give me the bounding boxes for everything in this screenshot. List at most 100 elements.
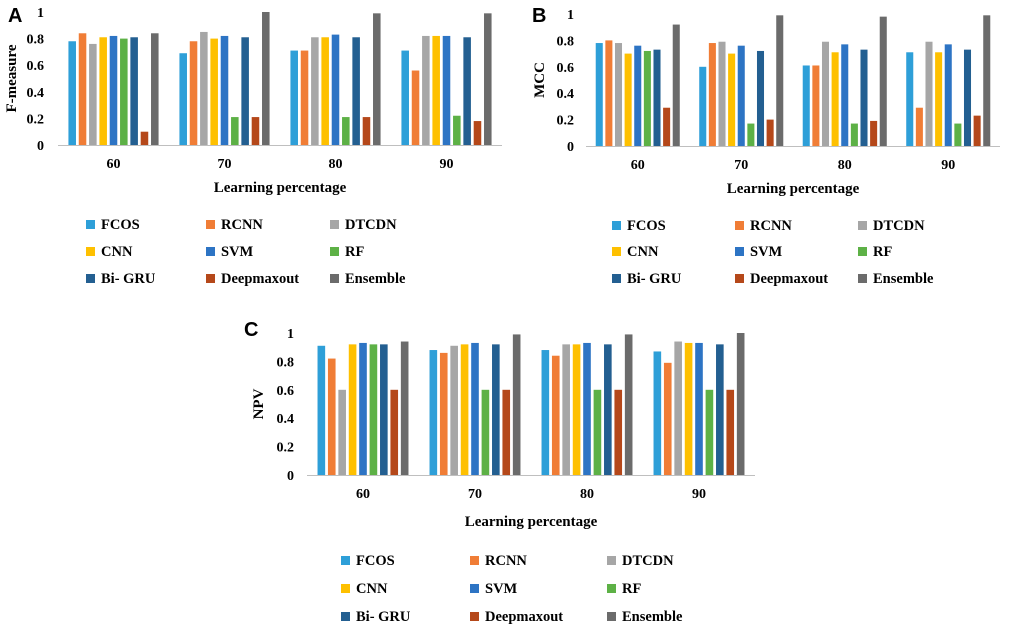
y-tick-label: 0.8 [27, 33, 45, 48]
y-tick-label: 0 [37, 139, 44, 154]
x-tick-label: 80 [329, 157, 343, 172]
bar-ensemble-90 [484, 13, 492, 145]
chart-panel-C: C 0 0.2 0.4 0.6 0.8 1 NPV 60 70 80 90 Learning perce… [244, 319, 755, 625]
y-tick-label: 0.4 [27, 86, 45, 101]
bar-fcos-90 [906, 52, 914, 146]
bar-bi-gru-60 [653, 49, 661, 146]
legend-swatch [470, 556, 479, 565]
bar-fcos-70 [179, 53, 187, 146]
y-tick-label: 0 [567, 140, 574, 155]
legend-swatch [470, 584, 479, 593]
bar-dtcdn-60 [338, 389, 346, 475]
bar-rf-90 [954, 123, 962, 146]
panel-letter: B [532, 5, 546, 27]
legend-label: DTCDN [345, 217, 397, 233]
bar-dtcdn-80 [821, 41, 830, 146]
legend-swatch [612, 274, 621, 283]
legend-swatch [607, 612, 616, 621]
bar-deepmaxout-80 [362, 117, 371, 145]
bar-cnn-70 [460, 344, 469, 475]
legend-label: RF [622, 581, 641, 597]
bar-bi-gru-90 [963, 49, 972, 146]
bar-rf-70 [481, 389, 490, 475]
panel-letter: C [244, 319, 258, 341]
bar-rcnn-80 [300, 50, 309, 145]
bar-rcnn-70 [439, 352, 448, 475]
bar-ensemble-60 [151, 33, 159, 145]
bar-rcnn-60 [327, 358, 336, 475]
y-tick-label: 0.4 [557, 87, 575, 102]
bar-ensemble-90 [736, 333, 745, 475]
bar-rcnn-70 [189, 41, 198, 146]
legend-label: SVM [221, 244, 254, 260]
bar-bi-gru-60 [380, 344, 388, 475]
bar-dtcdn-60 [89, 43, 97, 145]
panel-letter: A [8, 5, 22, 27]
bar-rf-90 [453, 115, 461, 145]
bar-deepmaxout-70 [766, 119, 774, 146]
bar-svm-90 [944, 44, 952, 146]
legend-label: FCOS [627, 218, 666, 234]
bar-cnn-80 [572, 344, 581, 475]
bar-cnn-80 [321, 37, 329, 145]
bar-rf-90 [705, 389, 714, 475]
bar-deepmaxout-90 [473, 121, 482, 145]
x-tick-label: 70 [734, 158, 748, 173]
bar-deepmaxout-90 [726, 389, 735, 475]
legend-label: Deepmaxout [485, 609, 563, 625]
bar-fcos-90 [401, 50, 409, 145]
bar-rf-70 [747, 123, 755, 146]
bar-rf-80 [593, 389, 602, 475]
legend-swatch [86, 274, 95, 283]
legend-label: FCOS [101, 217, 140, 233]
bar-rcnn-70 [708, 43, 716, 146]
y-tick-label: 0.6 [557, 61, 575, 76]
bar-ensemble-70 [776, 15, 784, 146]
legend-swatch [86, 247, 95, 256]
bar-ensemble-70 [262, 12, 270, 145]
legend-swatch [206, 274, 215, 283]
legend-label: RF [345, 244, 364, 260]
x-tick-label: 60 [631, 158, 645, 173]
bar-dtcdn-90 [674, 341, 682, 475]
legend: FCOS RCNN DTCDN CNN SVM RF Bi- GRU Deepmaxout En… [612, 218, 934, 287]
x-tick-label: 90 [692, 487, 706, 502]
bar-bi-gru-80 [352, 37, 360, 145]
legend: FCOS RCNN DTCDN CNN SVM RF Bi- GRU Deepmaxout En… [341, 553, 683, 625]
y-tick-label: 1 [37, 6, 44, 21]
bar-svm-80 [841, 44, 849, 146]
bar-rcnn-90 [663, 362, 672, 475]
legend-swatch [341, 584, 350, 593]
bar-bi-gru-80 [860, 49, 868, 146]
bar-dtcdn-80 [562, 344, 570, 475]
x-tick-label: 70 [218, 157, 232, 172]
y-tick-label: 0.6 [27, 59, 45, 74]
legend-label: DTCDN [873, 218, 925, 234]
legend-swatch [612, 221, 621, 230]
y-tick-label: 0 [287, 469, 294, 484]
bar-rcnn-60 [605, 40, 613, 146]
legend-swatch [858, 274, 867, 283]
bar-svm-70 [220, 35, 229, 145]
legend-label: Ensemble [873, 271, 934, 287]
bar-fcos-60 [68, 41, 76, 146]
legend-swatch [858, 221, 867, 230]
bar-cnn-60 [348, 344, 357, 475]
y-tick-label: 1 [567, 8, 574, 23]
legend-swatch [206, 247, 215, 256]
y-tick-label: 0.6 [277, 384, 295, 399]
bar-fcos-80 [541, 350, 550, 475]
legend-swatch [206, 220, 215, 229]
bar-dtcdn-80 [311, 37, 319, 145]
bar-deepmaxout-70 [251, 117, 260, 145]
bar-ensemble-80 [624, 334, 633, 475]
bar-cnn-70 [210, 38, 218, 145]
legend-label: Ensemble [345, 271, 406, 287]
legend-swatch [735, 247, 744, 256]
bar-fcos-70 [699, 66, 707, 146]
chart-panel-A: A 0 0.2 0.4 0.6 0.8 1 F-measure 60 70 80 90 Learning… [4, 5, 502, 287]
bar-ensemble-70 [512, 334, 521, 475]
bar-deepmaxout-60 [140, 131, 149, 145]
bar-ensemble-90 [983, 15, 991, 146]
